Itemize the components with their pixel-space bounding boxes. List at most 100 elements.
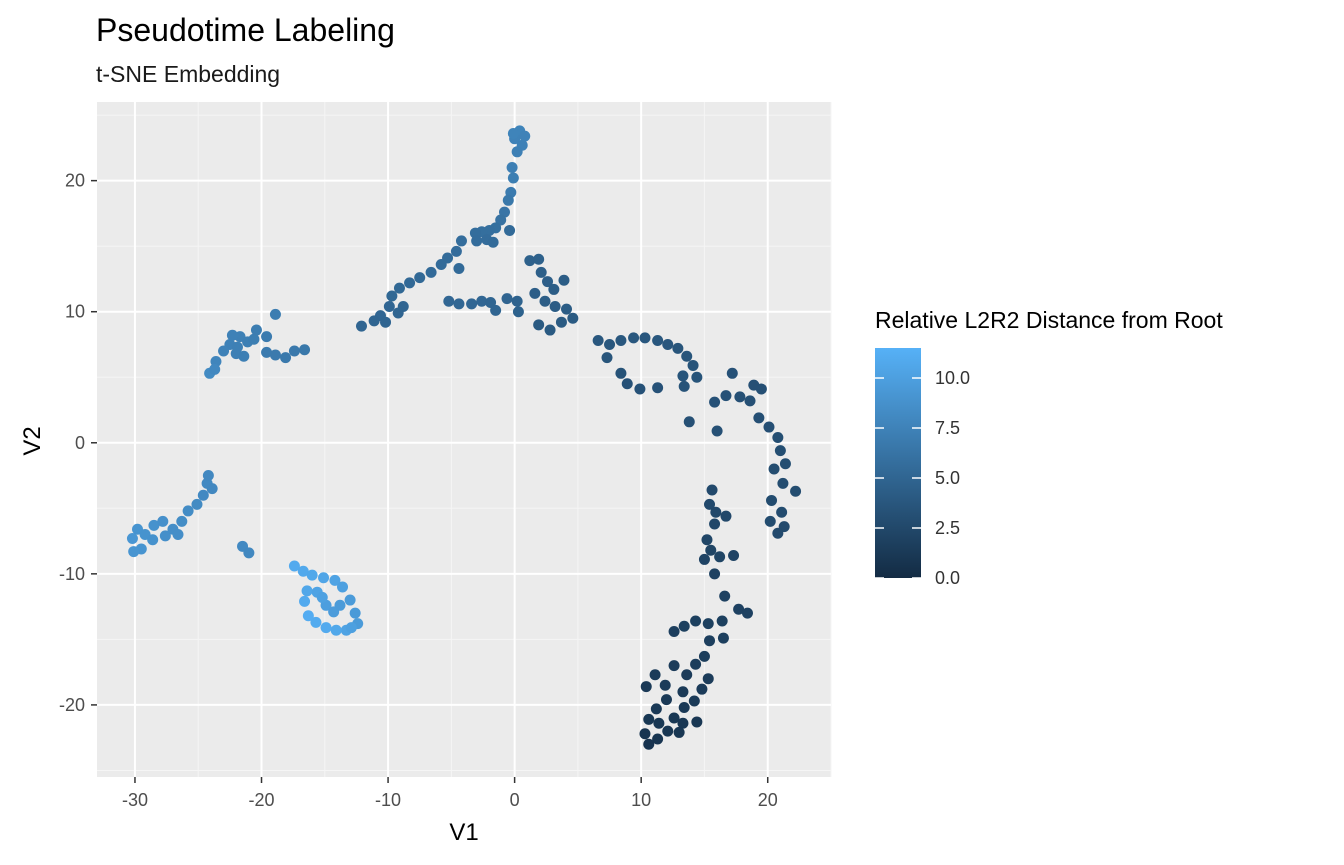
data-point xyxy=(755,383,767,395)
data-point xyxy=(768,463,780,475)
data-point xyxy=(690,658,702,670)
data-point xyxy=(512,306,524,318)
data-point xyxy=(476,295,488,307)
data-point xyxy=(659,679,671,691)
data-point xyxy=(719,590,731,602)
legend-tick-label: 7.5 xyxy=(935,418,960,438)
data-point xyxy=(567,312,579,324)
data-point xyxy=(702,618,714,630)
x-axis: -30 -20 -10 0 10 20 xyxy=(122,777,778,810)
data-point xyxy=(779,458,791,470)
data-point xyxy=(621,378,633,390)
data-point xyxy=(450,245,462,257)
data-point xyxy=(243,547,255,559)
data-point xyxy=(643,738,655,750)
data-point xyxy=(504,224,516,236)
data-point xyxy=(772,432,784,444)
legend-tick-label: 0.0 xyxy=(935,568,960,588)
y-tick-label: 0 xyxy=(75,433,85,453)
data-point xyxy=(126,532,138,544)
data-point xyxy=(206,483,218,495)
data-point xyxy=(696,683,708,695)
data-point xyxy=(741,607,753,619)
data-point xyxy=(453,298,465,310)
data-point xyxy=(443,295,455,307)
data-point xyxy=(701,534,713,546)
data-point xyxy=(662,725,674,737)
chart-title: Pseudotime Labeling xyxy=(96,12,395,48)
legend-tick-label: 5.0 xyxy=(935,468,960,488)
data-point xyxy=(182,505,194,517)
data-point xyxy=(330,624,342,636)
data-point xyxy=(466,298,478,310)
data-point xyxy=(533,319,545,331)
data-point xyxy=(288,560,300,572)
data-point xyxy=(148,519,160,531)
data-point xyxy=(677,717,689,729)
grid-major xyxy=(97,102,831,777)
data-point xyxy=(704,635,716,647)
data-point xyxy=(652,733,664,745)
y-axis-title: V2 xyxy=(19,426,46,455)
data-point xyxy=(506,162,518,174)
data-point xyxy=(414,272,426,284)
data-point xyxy=(639,728,651,740)
data-point xyxy=(519,130,531,142)
data-point xyxy=(716,615,728,627)
data-point xyxy=(269,349,281,361)
data-point xyxy=(652,335,664,347)
data-point xyxy=(306,569,318,581)
x-tick-label: 0 xyxy=(510,790,520,810)
data-point xyxy=(678,702,690,714)
data-point xyxy=(604,338,616,350)
data-point xyxy=(615,335,627,347)
data-point xyxy=(717,632,729,644)
x-axis-title: V1 xyxy=(449,819,478,846)
legend-tick-label: 2.5 xyxy=(935,518,960,538)
data-point xyxy=(678,620,690,632)
data-point xyxy=(763,421,775,433)
data-point xyxy=(690,615,702,627)
data-point xyxy=(261,346,273,358)
data-point xyxy=(157,515,169,527)
data-point xyxy=(640,681,652,693)
data-point xyxy=(533,253,545,265)
data-point xyxy=(425,266,437,278)
data-point xyxy=(318,572,330,584)
x-tick-label: -30 xyxy=(122,790,148,810)
data-point xyxy=(601,352,613,364)
data-point xyxy=(709,396,721,408)
data-point xyxy=(147,534,159,546)
data-point xyxy=(698,650,710,662)
data-point xyxy=(558,274,570,286)
data-point xyxy=(652,382,664,394)
data-point xyxy=(549,300,561,312)
data-point xyxy=(404,277,416,289)
data-point xyxy=(714,551,726,563)
y-tick-label: -20 xyxy=(59,695,85,715)
data-point xyxy=(159,530,171,542)
data-point xyxy=(302,610,314,622)
data-point xyxy=(495,214,507,226)
plot-panel xyxy=(97,102,831,777)
data-point xyxy=(172,529,184,541)
y-tick-label: 20 xyxy=(65,171,85,191)
data-point xyxy=(677,370,689,382)
data-point xyxy=(555,316,567,328)
data-point xyxy=(320,622,332,634)
data-point xyxy=(301,585,313,597)
data-point xyxy=(776,506,788,518)
data-point xyxy=(334,599,346,611)
data-point xyxy=(542,276,554,288)
data-point xyxy=(653,717,665,729)
data-point xyxy=(683,416,695,428)
data-point xyxy=(764,515,776,527)
data-point xyxy=(337,581,349,593)
data-point xyxy=(310,616,322,628)
data-point xyxy=(548,283,560,295)
data-point xyxy=(710,506,722,518)
legend: Relative L2R2 Distance from Root 0.0 2.5 5… xyxy=(875,307,1223,588)
data-point xyxy=(668,712,680,724)
data-point xyxy=(643,713,655,725)
data-point xyxy=(383,300,395,312)
